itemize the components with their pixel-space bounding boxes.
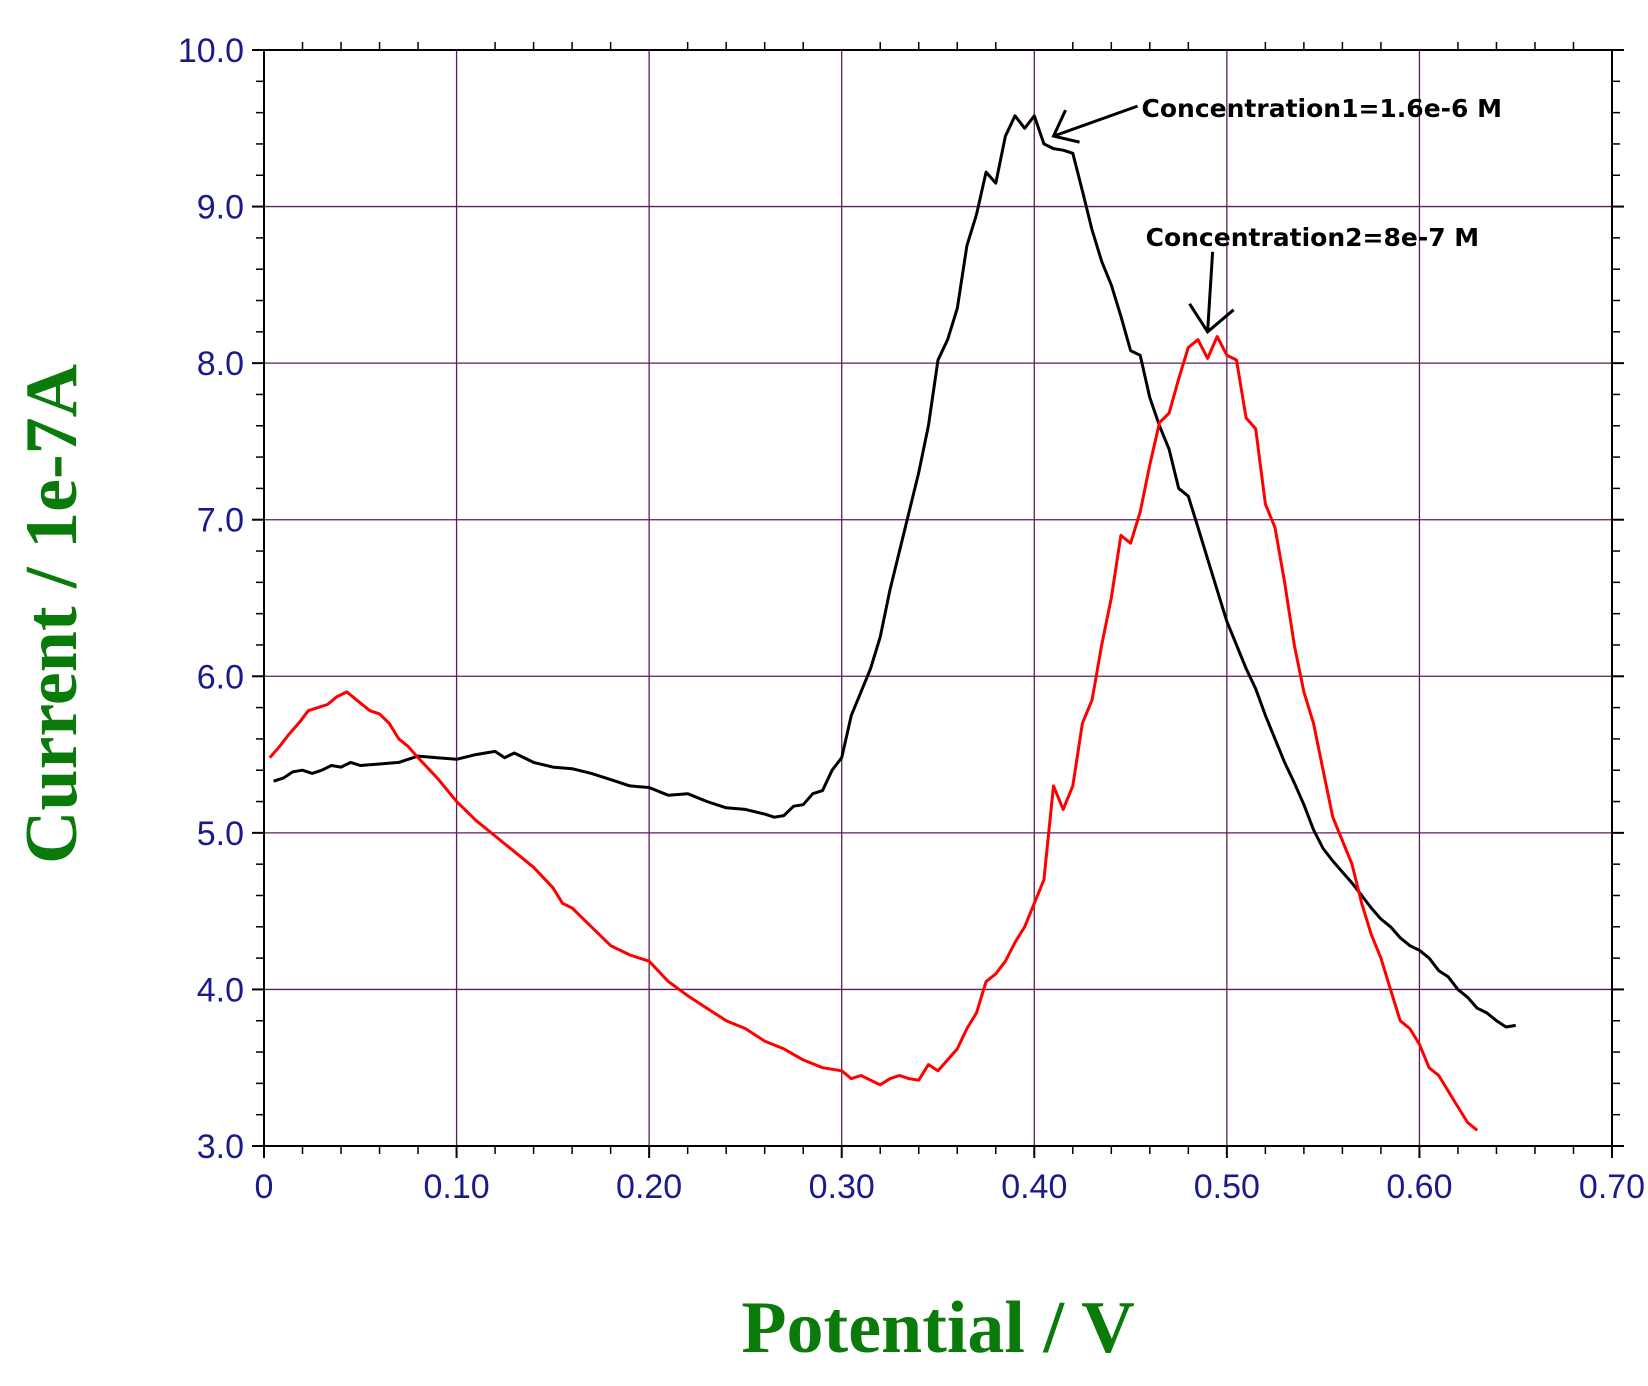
y-tick-label: 9.0	[197, 189, 244, 227]
y-tick-label: 6.0	[197, 658, 244, 696]
x-axis-title: Potential / V	[741, 1287, 1134, 1369]
minor-ticks	[252, 42, 1624, 1158]
x-tick-label: 0.30	[809, 1168, 875, 1206]
series-line-2	[268, 335, 1479, 1132]
x-tick-label: 0.50	[1194, 1168, 1260, 1206]
x-tick-label: 0.60	[1386, 1168, 1452, 1206]
annotation-concentration-1: Concentration1=1.6e-6 M	[1142, 94, 1502, 123]
x-tick-label: 0.70	[1579, 1168, 1645, 1206]
annotation-arrow-2	[1188, 251, 1235, 335]
annotation-arrow-1	[1051, 104, 1139, 144]
y-axis-title: Current / 1e-7A	[11, 364, 93, 864]
y-tick-label: 10.0	[178, 32, 244, 70]
series-line-1	[273, 114, 1516, 1029]
y-tick-label: 7.0	[197, 502, 244, 540]
y-tick-label: 4.0	[197, 971, 244, 1009]
plot-frame	[263, 49, 1613, 1147]
x-tick-label: 0.10	[423, 1168, 489, 1206]
y-tick-label: 5.0	[197, 815, 244, 853]
x-tick-label: 0.20	[616, 1168, 682, 1206]
series-layer	[268, 114, 1516, 1132]
x-tick-label: 0.40	[1001, 1168, 1067, 1206]
x-tick-label: 0	[255, 1168, 274, 1206]
annotation-concentration-2: Concentration2=8e-7 M	[1146, 223, 1480, 252]
annotation-layer: Concentration1=1.6e-6 M Concentration2=8…	[1051, 94, 1502, 335]
y-tick-label: 3.0	[197, 1128, 244, 1166]
tick-labels: 0 0.10 0.20 0.30 0.40 0.50 0.60 0.70 3.0 4.0 5.0 6.…	[178, 32, 1645, 1206]
grid	[264, 50, 1612, 1146]
y-tick-label: 8.0	[197, 345, 244, 383]
